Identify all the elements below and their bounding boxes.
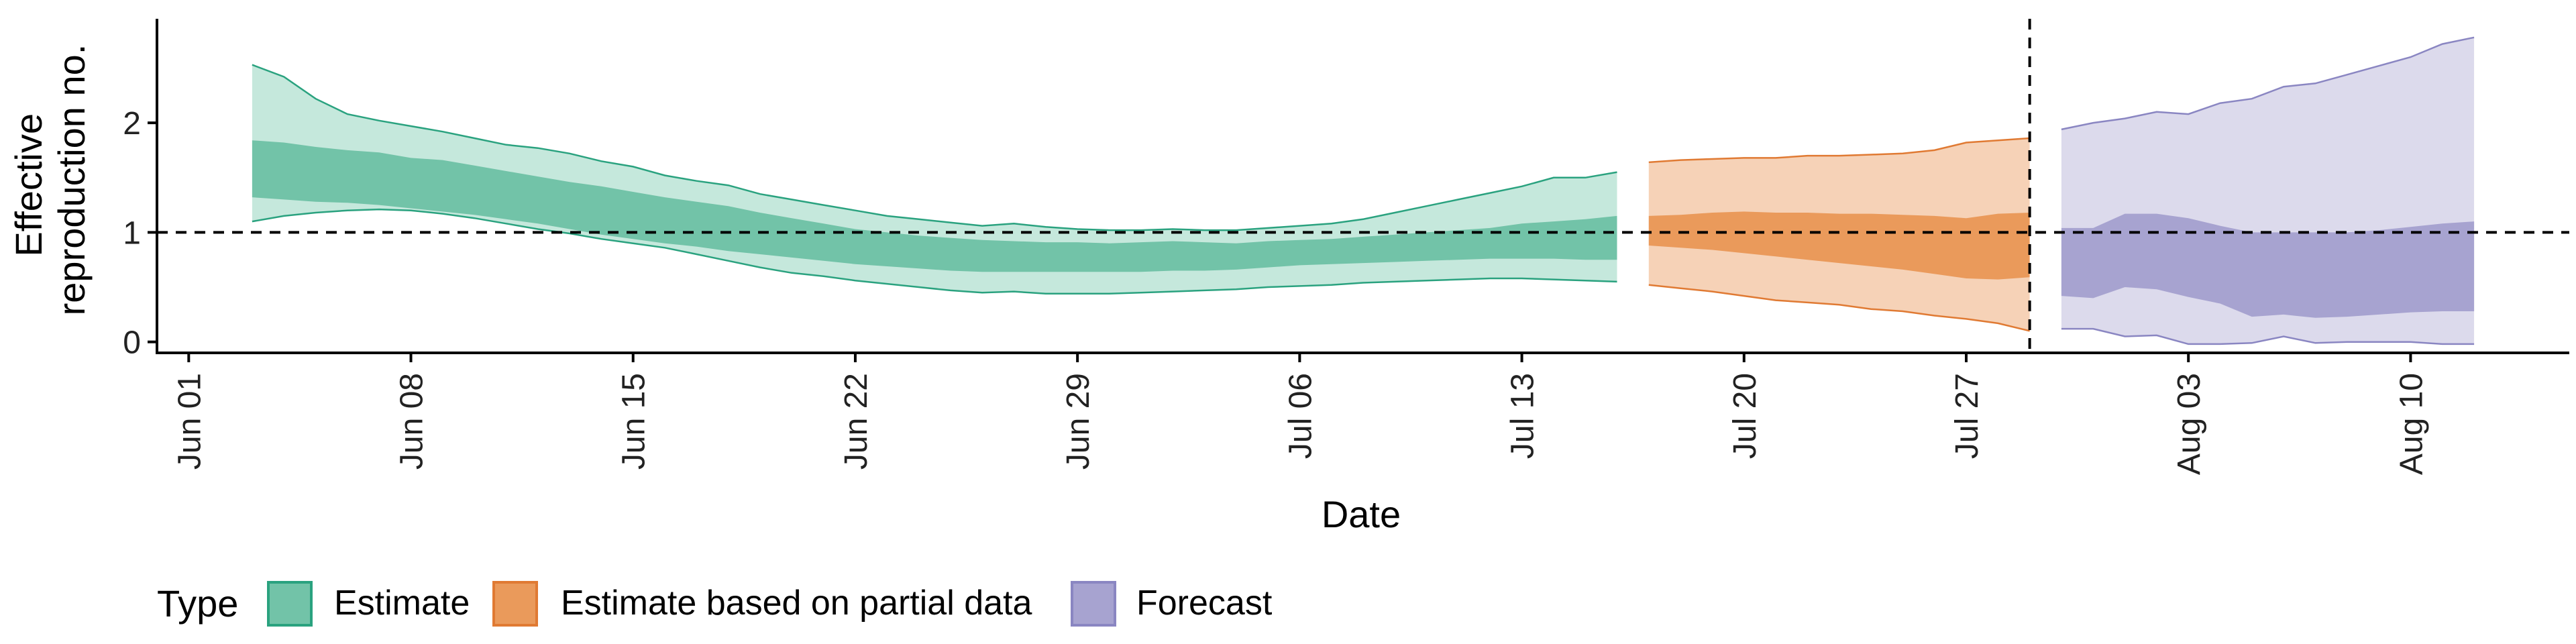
- band-90-lower-edge-forecast: [2061, 327, 2475, 345]
- band-90-lower-edge-estimate: [252, 208, 1617, 295]
- x-tick-label: Jun 29: [1061, 373, 1096, 470]
- y-tick-label: 2: [123, 106, 141, 142]
- y-tick-label: 0: [123, 325, 141, 361]
- y-tick-labels: 0 1 2: [123, 106, 141, 361]
- y-axis-title-line-2: reproduction no.: [50, 44, 93, 316]
- band-50-estimate-based-on-partial-data: [1648, 211, 2030, 280]
- y-axis-title: Effective reproduction no.: [7, 44, 93, 316]
- legend-label-partial: Estimate based on partial data: [561, 584, 1032, 623]
- legend-key-forecast: [1071, 581, 1116, 627]
- band-90-lower-edge-estimate-based-on-partial-data: [1648, 284, 2030, 332]
- series-estimate-based-on-partial-data: [1648, 137, 2030, 332]
- legend-key-estimate: [267, 581, 313, 627]
- legend-key-partial: [492, 581, 538, 627]
- x-tick-label: Jul 06: [1283, 373, 1318, 459]
- x-tick-label: Jun 01: [172, 373, 207, 470]
- x-tick-label: Jun 08: [394, 373, 430, 470]
- band-90-upper-edge-forecast: [2061, 36, 2475, 131]
- y-tick-label: 1: [123, 215, 141, 251]
- band-90-estimate: [252, 64, 1617, 294]
- legend-label-forecast: Forecast: [1136, 584, 1273, 623]
- x-tick-labels: Jun 01 Jun 08 Jun 15 Jun 22 Jun 29 Jul 06 Jul …: [172, 373, 2429, 475]
- x-tick-label: Jun 22: [839, 373, 874, 470]
- x-tick-label: Jul 13: [1505, 373, 1541, 459]
- x-tick-label: Jul 27: [1949, 373, 1985, 459]
- x-tick-label: Jun 15: [616, 373, 652, 470]
- band-layer: [252, 36, 2475, 345]
- series-estimate: [252, 64, 1617, 295]
- x-tick-label: Aug 10: [2394, 373, 2429, 475]
- axes: [148, 19, 2569, 362]
- x-tick-label: Aug 03: [2171, 373, 2207, 475]
- band-50-forecast: [2061, 213, 2475, 318]
- reference-lines: [157, 19, 2569, 353]
- y-axis-title-line-1: Effective: [7, 113, 50, 257]
- x-tick-label: Jul 20: [1727, 373, 1763, 459]
- legend: Type Estimate Estimate based on partial …: [157, 581, 1273, 627]
- band-90-upper-edge-estimate-based-on-partial-data: [1648, 137, 2030, 164]
- legend-title: Type: [157, 582, 238, 625]
- legend-label-estimate: Estimate: [334, 584, 470, 623]
- band-50-estimate: [252, 140, 1617, 272]
- series-forecast: [2061, 36, 2475, 345]
- band-90-upper-edge-estimate: [252, 64, 1617, 231]
- x-axis-title: Date: [1322, 493, 1401, 535]
